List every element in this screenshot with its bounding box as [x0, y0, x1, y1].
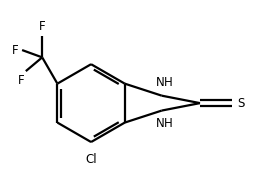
Text: N: N	[155, 117, 164, 130]
Text: F: F	[12, 44, 19, 57]
Text: Cl: Cl	[85, 153, 97, 166]
Text: N: N	[155, 77, 164, 90]
Text: F: F	[18, 74, 24, 87]
Text: H: H	[164, 117, 173, 130]
Text: H: H	[164, 77, 173, 90]
Text: F: F	[39, 20, 45, 33]
Text: S: S	[237, 97, 245, 110]
